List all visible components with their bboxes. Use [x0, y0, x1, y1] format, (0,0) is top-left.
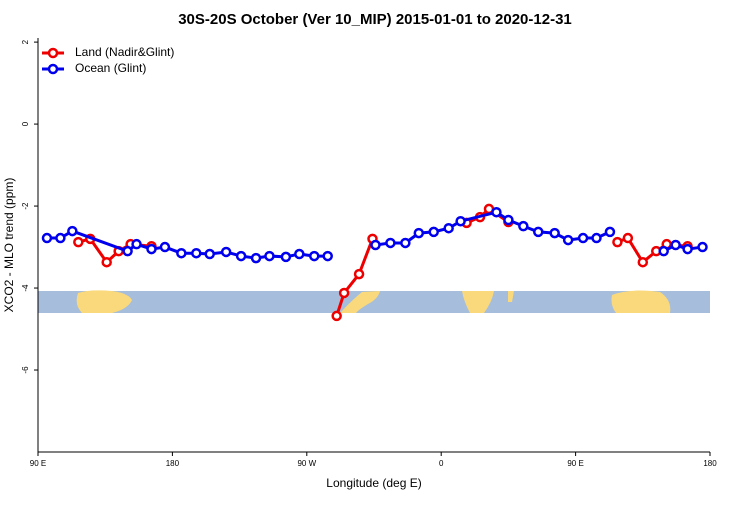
data-point: [697, 241, 708, 253]
data-point: [41, 232, 53, 244]
data-point: [55, 232, 66, 244]
data-point: [591, 232, 602, 244]
data-point: [250, 252, 262, 264]
data-point: [220, 246, 232, 258]
legend-marker: [47, 47, 59, 59]
x-axis-label: Longitude (deg E): [326, 476, 421, 490]
data-point: [658, 245, 669, 257]
map-band: [38, 290, 710, 313]
land-shape: [76, 290, 132, 313]
y-tick-label: 0: [21, 121, 30, 126]
data-point: [428, 226, 439, 238]
data-point: [322, 250, 333, 262]
data-point: [338, 287, 350, 299]
data-point: [533, 226, 544, 238]
data-point: [204, 248, 215, 260]
data-point: [549, 227, 560, 239]
ocean-band: [38, 291, 710, 313]
y-tick-label: -4: [21, 284, 30, 292]
data-point: [191, 247, 202, 259]
chart-title: 30S-20S October (Ver 10_MIP) 2015-01-01 …: [178, 11, 572, 28]
data-point: [73, 236, 84, 248]
data-point: [131, 238, 142, 250]
data-point: [503, 214, 514, 226]
data-point: [176, 247, 187, 259]
data-point: [353, 268, 365, 280]
land-shape: [462, 291, 494, 313]
y-tick-label: -6: [21, 366, 30, 374]
legend-marker: [47, 63, 59, 75]
data-point: [682, 243, 693, 255]
legend-label: Ocean (Glint): [75, 61, 146, 75]
data-point: [612, 236, 623, 248]
y-axis-label: XCO2 - MLO trend (ppm): [2, 178, 16, 313]
legend-label: Land (Nadir&Glint): [75, 45, 174, 59]
data-point: [146, 243, 157, 255]
data-point: [101, 256, 112, 268]
land-shape: [611, 290, 671, 313]
land-shape: [508, 291, 514, 302]
data-point: [491, 206, 502, 218]
data-point: [443, 222, 454, 234]
y-tick-label: -2: [21, 202, 30, 210]
x-tick-label: 180: [703, 459, 717, 468]
data-point: [400, 237, 411, 249]
data-point: [67, 225, 78, 237]
data-point: [385, 237, 396, 249]
x-tick-label: 180: [166, 459, 180, 468]
data-point: [122, 245, 133, 257]
data-point: [670, 239, 681, 251]
data-point: [455, 215, 466, 227]
data-point: [562, 234, 574, 246]
data-point: [577, 232, 589, 244]
data-point: [637, 256, 649, 268]
data-point: [159, 241, 171, 253]
data-point: [622, 232, 634, 244]
land-shape: [340, 291, 380, 313]
data-point: [294, 248, 305, 260]
x-tick-label: 90 E: [567, 459, 583, 468]
data-point: [413, 227, 425, 239]
data-point: [370, 239, 381, 251]
x-tick-label: 0: [439, 459, 444, 468]
data-point: [331, 310, 342, 322]
data-point: [264, 250, 275, 262]
data-point: [604, 226, 616, 238]
data-point: [280, 251, 292, 263]
data-point: [235, 250, 247, 262]
data-point: [309, 250, 320, 262]
data-point: [518, 220, 529, 232]
series-line: [77, 207, 688, 317]
x-tick-label: 90 E: [30, 459, 46, 468]
x-tick-label: 90 W: [297, 459, 316, 468]
y-tick-label: 2: [21, 39, 30, 44]
